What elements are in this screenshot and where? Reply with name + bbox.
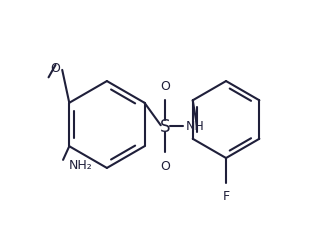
Text: O: O: [50, 62, 60, 74]
Text: NH₂: NH₂: [69, 158, 93, 171]
Text: O: O: [160, 80, 170, 93]
Text: NH: NH: [186, 120, 204, 133]
Text: F: F: [223, 189, 230, 202]
Text: S: S: [160, 117, 171, 135]
Text: O: O: [160, 160, 170, 172]
